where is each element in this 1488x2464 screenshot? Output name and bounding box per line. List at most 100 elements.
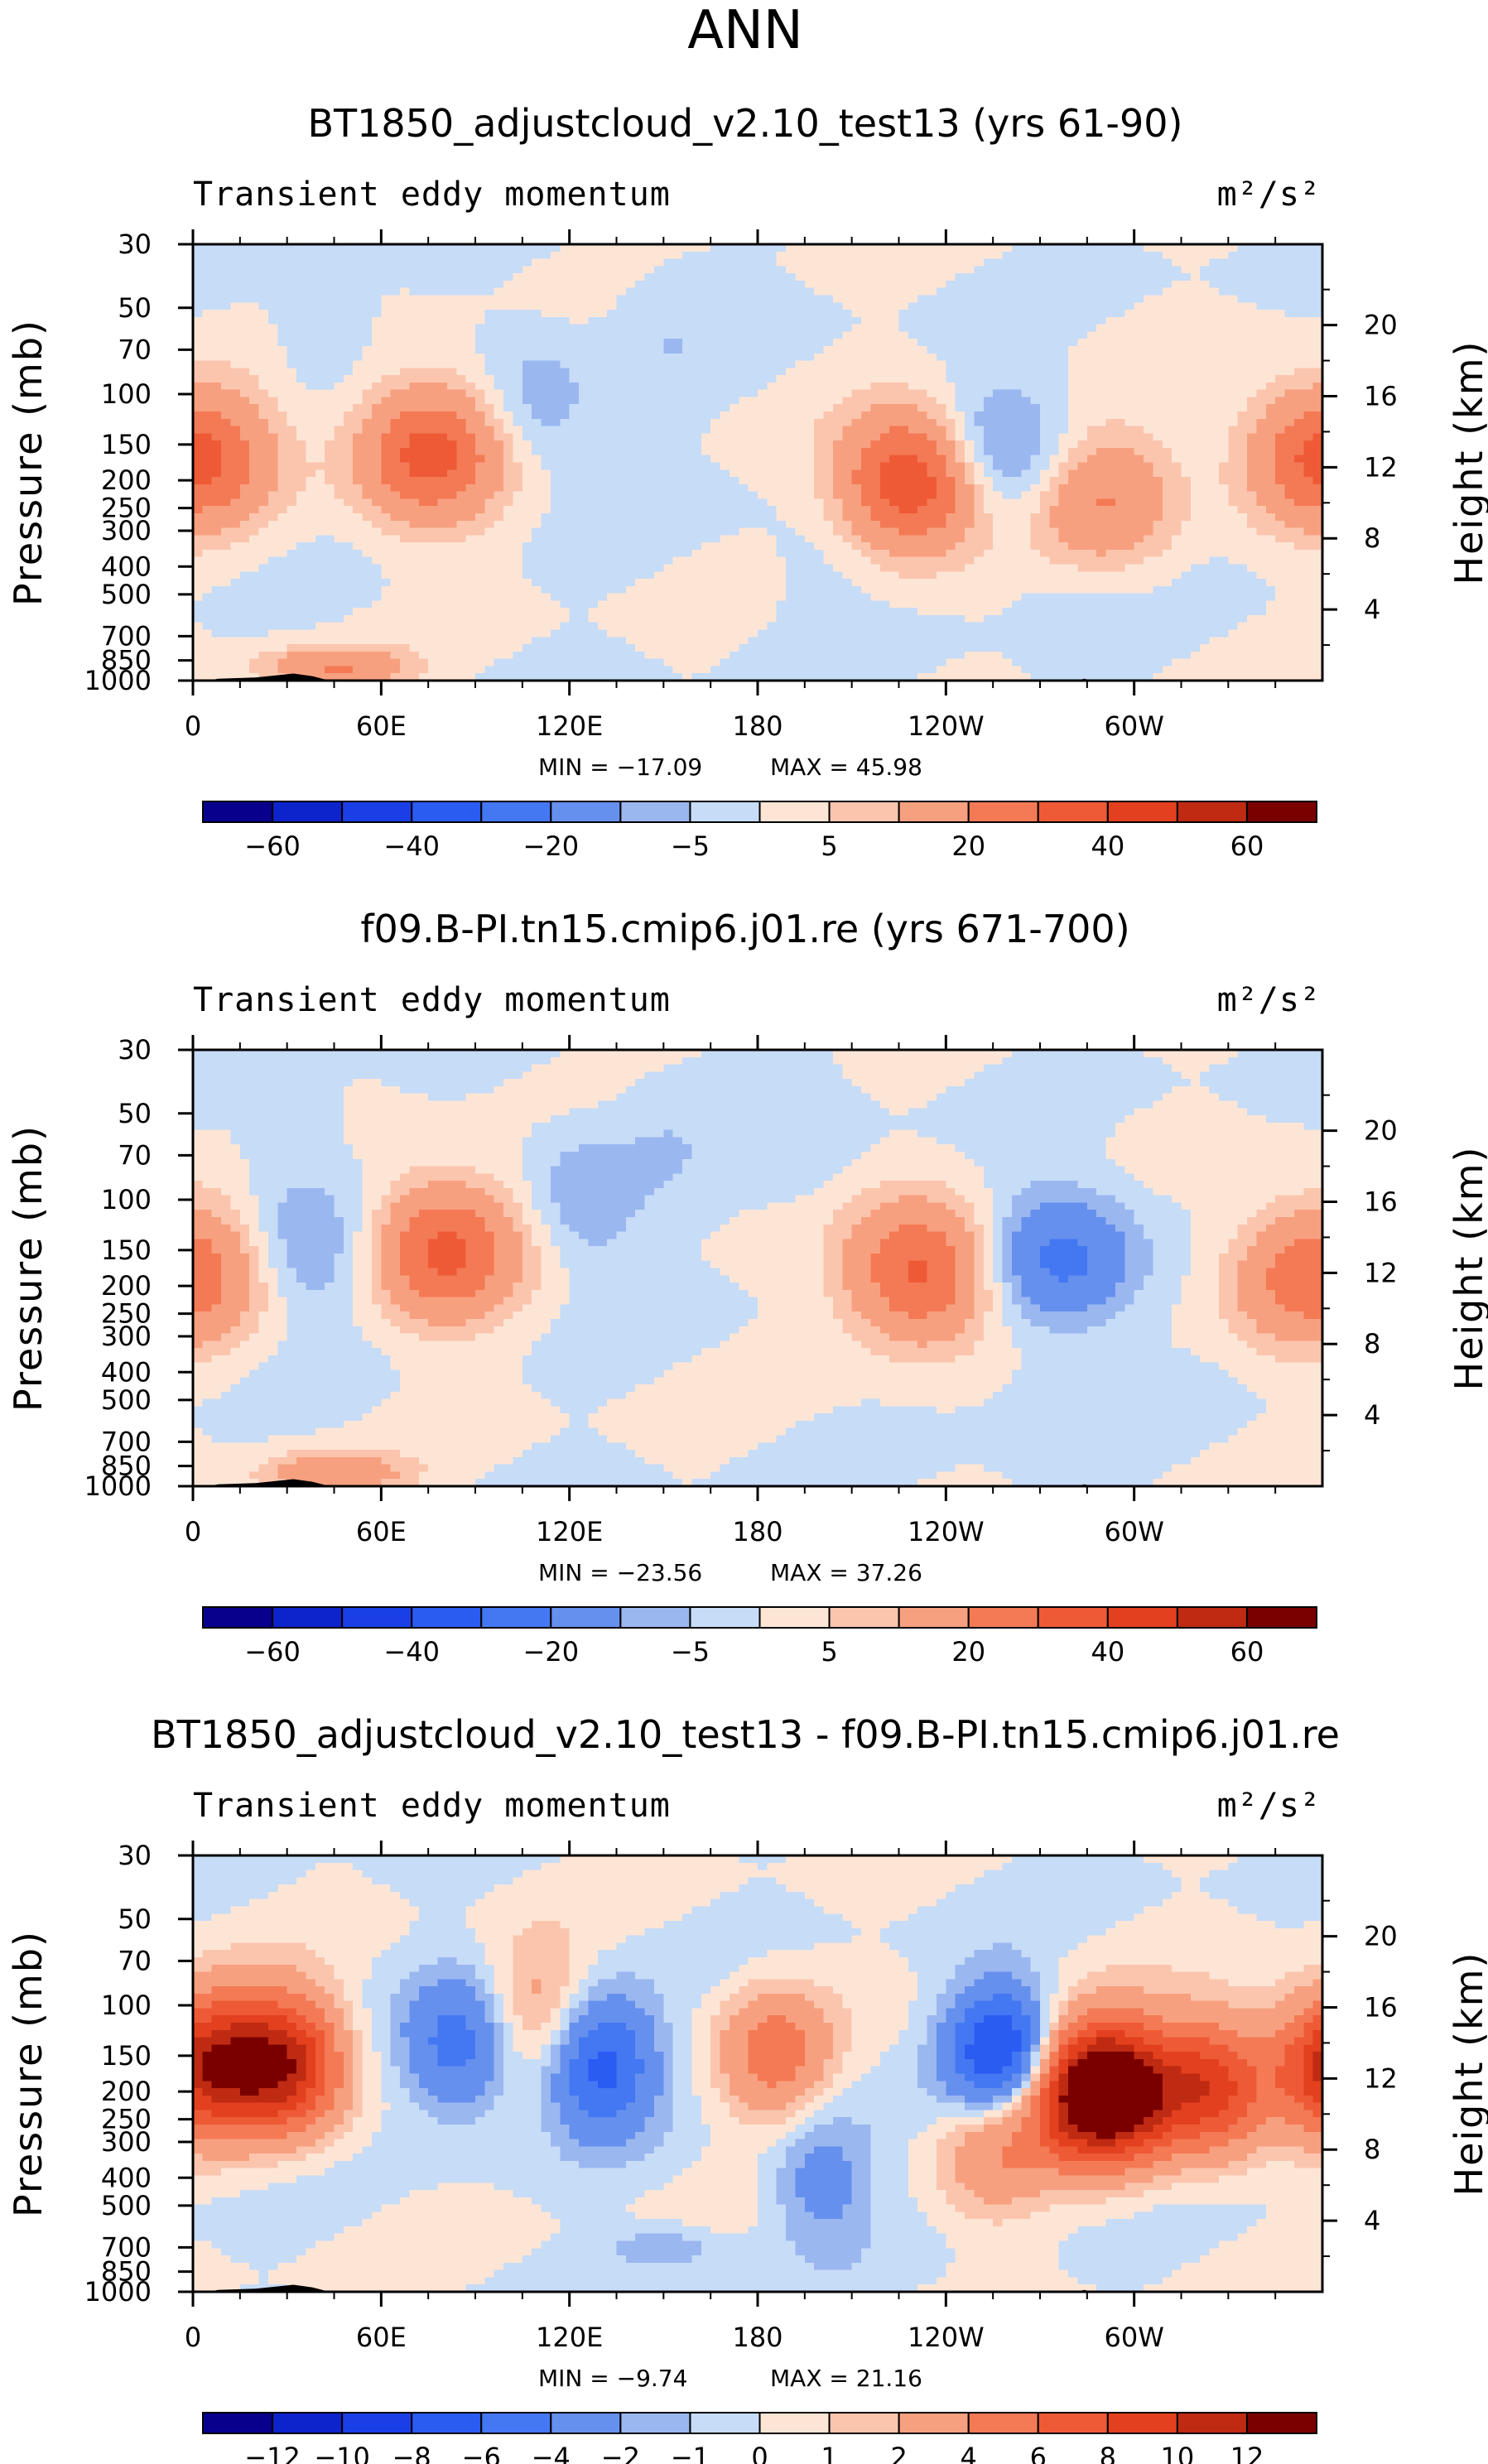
contour-cell bbox=[277, 288, 287, 296]
contour-cell bbox=[447, 542, 457, 550]
contour-cell bbox=[1303, 302, 1313, 310]
contour-cell bbox=[899, 354, 909, 361]
contour-cell bbox=[522, 273, 532, 281]
contour-cell bbox=[749, 521, 758, 528]
contour-cell bbox=[1124, 463, 1134, 470]
contour-cell bbox=[710, 295, 720, 302]
contour-cell bbox=[372, 484, 382, 492]
contour-cell bbox=[1163, 331, 1173, 339]
contour-cell bbox=[730, 390, 739, 397]
contour-cell bbox=[259, 273, 269, 281]
contour-cell bbox=[739, 521, 749, 528]
contour-cell bbox=[1021, 295, 1031, 302]
contour-cell bbox=[363, 317, 373, 325]
contour-cell bbox=[1040, 339, 1050, 346]
contour-cell bbox=[1210, 354, 1220, 361]
contour-cell bbox=[1106, 288, 1116, 296]
contour-cell bbox=[344, 477, 354, 484]
contour-cell bbox=[617, 375, 627, 383]
contour-cell bbox=[363, 448, 373, 455]
contour-cell bbox=[1059, 383, 1069, 390]
contour-cell bbox=[908, 273, 918, 281]
contour-cell bbox=[993, 252, 1003, 259]
contour-cell bbox=[268, 273, 278, 281]
contour-cell bbox=[842, 528, 852, 536]
contour-cell bbox=[720, 498, 730, 506]
contour-cell bbox=[428, 390, 438, 397]
contour-cell bbox=[654, 528, 664, 536]
contour-cell bbox=[447, 346, 457, 354]
contour-cell bbox=[409, 506, 419, 513]
contour-cell bbox=[917, 331, 927, 339]
contour-cell bbox=[1191, 266, 1201, 273]
contour-cell bbox=[532, 455, 542, 463]
contour-cell bbox=[805, 440, 815, 448]
contour-cell bbox=[268, 419, 278, 426]
contour-cell bbox=[1238, 484, 1248, 492]
contour-cell bbox=[475, 281, 485, 288]
contour-cell bbox=[814, 528, 824, 536]
contour-cell bbox=[570, 266, 580, 273]
contour-cell bbox=[956, 521, 966, 528]
contour-cell bbox=[1191, 419, 1201, 426]
contour-cell bbox=[513, 463, 522, 470]
contour-cell bbox=[842, 419, 852, 426]
contour-cell bbox=[570, 383, 580, 390]
contour-cell bbox=[654, 266, 664, 273]
contour-cell bbox=[588, 266, 598, 273]
contour-cell bbox=[889, 463, 899, 470]
contour-cell bbox=[1077, 252, 1087, 259]
contour-cell bbox=[484, 310, 494, 317]
contour-cell bbox=[663, 310, 673, 317]
contour-cell bbox=[456, 295, 466, 302]
contour-cell bbox=[1182, 383, 1192, 390]
contour-cell bbox=[993, 469, 1003, 477]
contour-cell bbox=[861, 295, 871, 302]
contour-cell bbox=[1228, 455, 1238, 463]
contour-cell bbox=[1124, 368, 1134, 375]
contour-cell bbox=[325, 448, 335, 455]
contour-cell bbox=[758, 498, 768, 506]
contour-cell bbox=[522, 411, 532, 419]
contour-cell bbox=[296, 513, 306, 521]
contour-cell bbox=[1106, 411, 1116, 419]
contour-cell bbox=[1200, 448, 1210, 455]
contour-cell bbox=[381, 397, 391, 404]
contour-cell bbox=[249, 440, 259, 448]
contour-cell bbox=[946, 469, 956, 477]
contour-cell bbox=[400, 448, 410, 455]
contour-cell bbox=[1144, 375, 1153, 383]
contour-cell bbox=[1068, 506, 1078, 513]
contour-cell bbox=[1210, 498, 1220, 506]
contour-cell bbox=[1012, 477, 1022, 484]
contour-cell bbox=[1210, 477, 1220, 484]
contour-cell bbox=[889, 339, 899, 346]
contour-cell bbox=[1106, 317, 1116, 325]
contour-cell bbox=[720, 252, 730, 259]
contour-cell bbox=[193, 484, 203, 492]
contour-cell bbox=[598, 295, 608, 302]
contour-cell bbox=[607, 484, 617, 492]
contour-cell bbox=[777, 281, 787, 288]
contour-cell bbox=[381, 281, 391, 288]
contour-cell bbox=[494, 433, 504, 440]
contour-cell bbox=[1134, 535, 1144, 542]
contour-cell bbox=[899, 361, 909, 368]
contour-cell bbox=[560, 433, 570, 440]
contour-cell bbox=[513, 295, 522, 302]
contour-cell bbox=[419, 513, 429, 521]
contour-cell bbox=[296, 339, 306, 346]
contour-cell bbox=[645, 317, 655, 325]
contour-cell bbox=[193, 535, 203, 542]
contour-cell bbox=[1294, 375, 1304, 383]
contour-cell bbox=[870, 361, 880, 368]
contour-cell bbox=[889, 411, 899, 419]
contour-cell bbox=[842, 325, 852, 332]
contour-cell bbox=[1040, 281, 1050, 288]
contour-cell bbox=[842, 354, 852, 361]
contour-cell bbox=[795, 346, 805, 354]
contour-cell bbox=[400, 419, 410, 426]
contour-cell bbox=[663, 281, 673, 288]
contour-cell bbox=[607, 469, 617, 477]
contour-cell bbox=[400, 339, 410, 346]
